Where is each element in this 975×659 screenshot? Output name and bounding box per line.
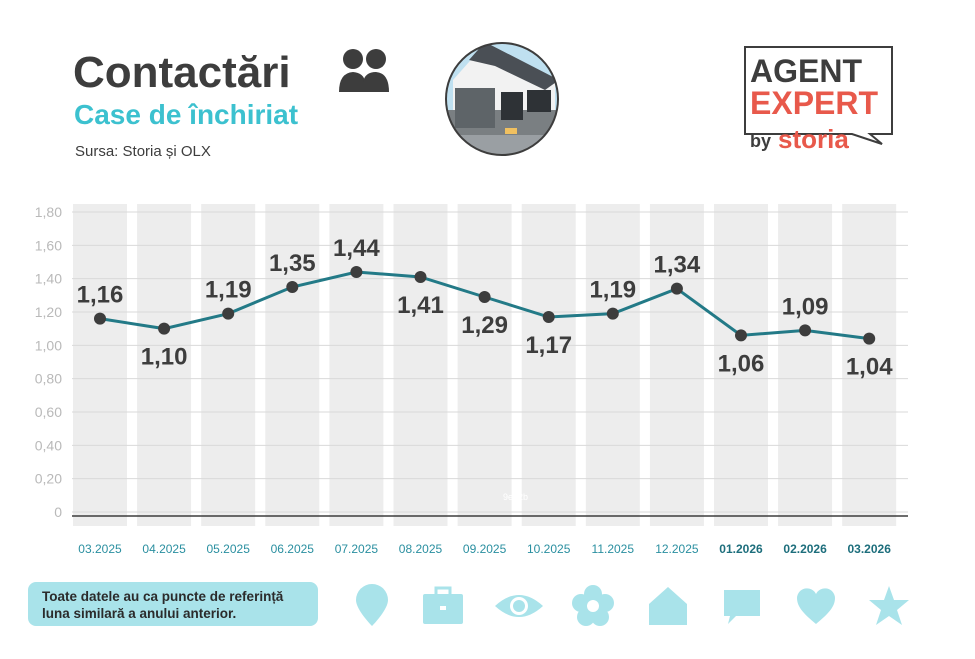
- y-tick-label: 0,80: [35, 371, 62, 387]
- logo-brand: storia: [778, 124, 849, 154]
- chat-bubble-icon: [724, 590, 760, 624]
- column-band: [649, 204, 704, 526]
- column-band: [714, 204, 768, 526]
- data-label: 1,29: [461, 312, 508, 339]
- data-label: 1,19: [205, 277, 252, 304]
- chart-bands: [73, 204, 897, 526]
- y-tick-label: 1,40: [35, 271, 62, 287]
- x-tick-label: 03.2026: [848, 542, 892, 556]
- y-tick-label: 0: [54, 504, 62, 520]
- data-label: 1,17: [525, 332, 572, 359]
- star-icon: [869, 586, 909, 625]
- data-point: [670, 282, 683, 295]
- x-tick-label: 04.2025: [142, 542, 186, 556]
- data-label: 1,16: [77, 282, 124, 309]
- data-point: [414, 271, 427, 283]
- column-band: [73, 204, 127, 526]
- x-tick-label: 01.2026: [719, 542, 763, 556]
- y-tick-label: 1,00: [35, 337, 62, 353]
- y-tick-label: 1,60: [35, 237, 62, 253]
- column-band: [393, 204, 448, 526]
- data-label: 1,10: [141, 344, 188, 371]
- chart-gridlines: [72, 211, 908, 513]
- data-point: [222, 307, 235, 320]
- logo-line-agent: AGENT: [750, 53, 862, 89]
- column-band: [201, 204, 256, 526]
- data-point: [350, 266, 363, 278]
- column-band: [457, 204, 512, 526]
- page-subtitle: Case de închiriat: [74, 99, 299, 130]
- data-point: [542, 311, 555, 323]
- flower-icon: [572, 585, 614, 626]
- data-label: 1,35: [269, 250, 316, 277]
- page-title: Contactări: [73, 48, 291, 97]
- logo-by: by: [750, 131, 771, 151]
- column-band: [778, 204, 833, 526]
- heart-icon: [797, 588, 835, 624]
- data-point: [286, 281, 299, 293]
- x-axis-ticks: 03.2025 04.2025 05.2025 06.2025 07.2025 08.20…: [78, 542, 891, 556]
- data-points: [94, 266, 876, 345]
- data-label: 1,44: [333, 235, 380, 262]
- data-point: [606, 307, 619, 320]
- y-tick-label: 0,20: [35, 471, 62, 487]
- x-tick-label: 05.2025: [207, 542, 251, 556]
- y-tick-label: 0,60: [35, 404, 62, 420]
- x-tick-label: 09.2025: [463, 542, 507, 556]
- data-point: [158, 322, 171, 335]
- data-label: 1,41: [397, 292, 444, 319]
- column-band: [137, 204, 192, 526]
- data-point: [863, 332, 876, 345]
- house-icon: [649, 587, 687, 625]
- y-tick-label: 1,80: [35, 204, 62, 220]
- x-tick-label: 12.2025: [655, 542, 699, 556]
- people-icon: [339, 49, 389, 92]
- data-label: 1,04: [846, 354, 893, 381]
- location-pin-icon: [356, 584, 388, 626]
- house-photo: [445, 42, 559, 156]
- data-labels: 1,16 1,10 1,19 1,35 1,44 1,41 1,29 1,17 1,19 1,34…: [77, 235, 894, 381]
- briefcase-icon: [423, 586, 463, 624]
- agent-expert-logo: AGENT EXPERT by storia: [744, 46, 893, 154]
- x-tick-label: 06.2025: [271, 542, 315, 556]
- x-tick-label: 07.2025: [335, 542, 379, 556]
- x-tick-label: 02.2026: [783, 542, 827, 556]
- data-point: [478, 291, 491, 303]
- source-note: Sursa: Storia și OLX: [75, 143, 211, 160]
- x-tick-label: 03.2025: [78, 542, 122, 556]
- y-tick-label: 1,20: [35, 304, 62, 320]
- y-tick-label: 0,40: [35, 437, 62, 453]
- column-band: [265, 204, 320, 526]
- column-band: [329, 204, 384, 526]
- data-point: [799, 324, 812, 337]
- column-band: [521, 204, 576, 526]
- data-label: 1,06: [718, 350, 765, 377]
- data-label: 1,34: [654, 252, 701, 279]
- data-point: [94, 312, 106, 325]
- reference-note: Toate datele au ca puncte de referință l…: [28, 582, 318, 626]
- column-band: [585, 204, 640, 526]
- eye-icon: [495, 595, 543, 617]
- logo-line-expert: EXPERT: [750, 85, 878, 121]
- y-axis-ticks: 0 0,20 0,40 0,60 0,80 1,00 1,20 1,40 1,60 1,80: [35, 204, 62, 520]
- data-label: 1,19: [589, 277, 636, 304]
- x-tick-label: 08.2025: [399, 542, 443, 556]
- data-point: [735, 329, 747, 342]
- line-chart: 0 0,20 0,40 0,60 0,80 1,00 1,20 1,40 1,60 1,80 03…: [35, 204, 908, 556]
- data-label: 1,09: [782, 293, 829, 320]
- x-tick-label: 10.2025: [527, 542, 571, 556]
- x-tick-label: 11.2025: [592, 542, 635, 556]
- column-band: [842, 204, 897, 526]
- watermark: 9e. 2b: [503, 492, 528, 502]
